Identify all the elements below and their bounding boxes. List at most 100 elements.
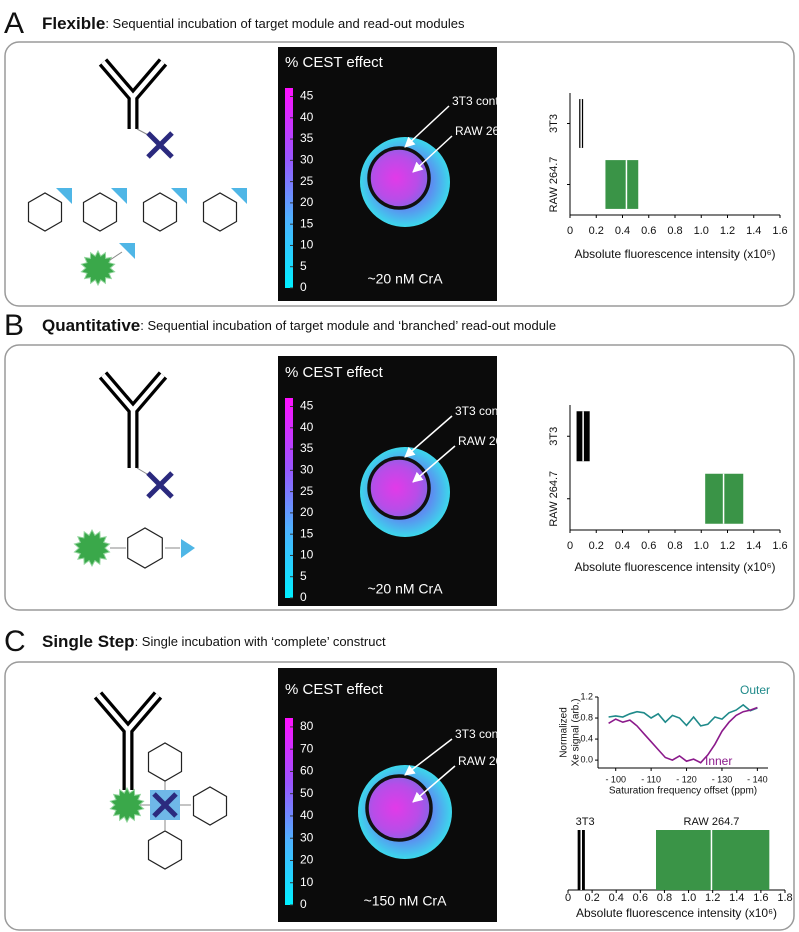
category-label: RAW 264.7 [548,157,560,213]
x-tick-label: 0 [565,892,571,904]
colorbar-tick-label: 5 [300,259,307,273]
x-tick-label: 1.6 [772,540,787,552]
read-out-tag [231,188,247,204]
colorbar-tick-label: 40 [300,808,314,822]
colorbar [285,718,293,905]
cryptophane [147,830,183,870]
panel-title: Quantitative [42,316,140,335]
panel-heading: Single Step: Single incubation with ‘com… [42,632,386,651]
box [656,830,770,890]
x-tick-label: 0.2 [589,540,604,552]
colorbar-tick-label: 10 [300,548,314,562]
category-label: 3T3 [548,427,560,446]
colorbar-tick-label: 35 [300,441,314,455]
image-label: RAW 264.7 [458,434,519,448]
x-tick-label: 0.6 [641,540,656,552]
colorbar-tick-label: 10 [300,875,314,889]
y-tick-label: 0.8 [580,712,593,722]
image-header: % CEST effect [285,364,384,381]
colorbar-tick-label: 50 [300,786,314,800]
image-label: 3T3 control [455,727,515,741]
colorbar-tick-label: 25 [300,484,314,498]
colorbar-tick-label: 80 [300,719,314,733]
x-tick-label: 1.2 [720,225,735,237]
x-tick-label: 1.4 [746,540,761,552]
target-module [146,471,174,499]
arrow [412,135,453,173]
colorbar [285,88,293,288]
series-line [608,703,758,727]
cryptophane [127,527,163,569]
antibody-gap [101,373,165,468]
y-tick-label: 0.0 [580,754,593,764]
x-axis-label: Absolute fluorescence intensity (x10⁶) [576,906,777,920]
y-axis-label: Normalized [559,707,570,758]
colorbar-tick-label: 30 [300,463,314,477]
sample-inner [367,146,431,210]
antibody-gap [96,693,160,790]
cryptophane [147,742,183,782]
panel-subtitle: : Single incubation with ‘complete’ cons… [135,634,386,649]
x-tick-label: 1.2 [720,540,735,552]
x-tick-label: 0.8 [667,540,682,552]
x-tick-label: 0.4 [615,225,630,237]
x-axis-label: Saturation frequency offset (ppm) [609,786,757,797]
x-axis-label: Absolute fluorescence intensity (x10⁶) [574,560,775,574]
read-out-tag [111,188,127,204]
panel-frame [4,661,795,931]
colorbar-tick-label: 30 [300,830,314,844]
concentration: ~150 nM CrA [364,893,448,909]
fluorophore [73,528,111,568]
x-tick-label: 1.0 [694,225,709,237]
arrow [404,415,453,458]
colorbar-tick-label: 20 [300,853,314,867]
colorbar-tick-label: 25 [300,174,314,188]
x-tick-label: 0.4 [609,892,624,904]
arrow [404,738,453,776]
cryptophane [202,192,238,232]
panel-frame [4,41,795,307]
arrow [404,105,450,148]
series-line [608,706,758,764]
colorbar-tick-label: 0 [300,590,307,604]
x-tick-label: 1.0 [694,540,709,552]
panel-subtitle: : Sequential incubation of target module… [105,16,465,31]
panel-title: Single Step [42,632,135,651]
sample-inner [365,774,433,842]
x-axis-label: Absolute fluorescence intensity (x10⁶) [574,247,775,261]
sample-inner [367,456,431,520]
panel-title: Flexible [42,14,105,33]
x-tick-label: 0.8 [657,892,672,904]
image-header: % CEST effect [285,681,384,698]
panel-frame [4,344,795,611]
fluorophore [80,249,116,287]
panel-letter: C [4,625,26,658]
read-out-tag [119,243,135,259]
colorbar-tick-label: 35 [300,131,314,145]
colorbar-tick-label: 70 [300,741,314,755]
x-tick-label: 1.2 [705,892,720,904]
read-out-tag [181,539,195,558]
x-tick-label: 0.6 [633,892,648,904]
x-tick-label: 1.4 [729,892,744,904]
x-tick-label: - 140 [747,774,768,784]
fluorophore [109,786,145,824]
x-tick-label: 1.8 [777,892,792,904]
target-module [152,792,178,818]
target-module [146,131,174,159]
colorbar-tick-label: 45 [300,89,314,103]
colorbar-tick-label: 40 [300,110,314,124]
x-tick-label: 0 [567,225,573,237]
image-header: % CEST effect [285,54,384,71]
image-label: 3T3 control [455,404,515,418]
x-tick-label: 0 [567,540,573,552]
cryptophane [27,192,63,232]
colorbar-tick-label: 60 [300,764,314,778]
colorbar-tick-label: 45 [300,399,314,413]
x-tick-label: 1.6 [772,225,787,237]
category-label: RAW 264.7 [684,816,740,828]
y-tick-label: 1.2 [580,691,593,701]
series-name: Outer [740,683,770,697]
read-out-tag [171,188,187,204]
